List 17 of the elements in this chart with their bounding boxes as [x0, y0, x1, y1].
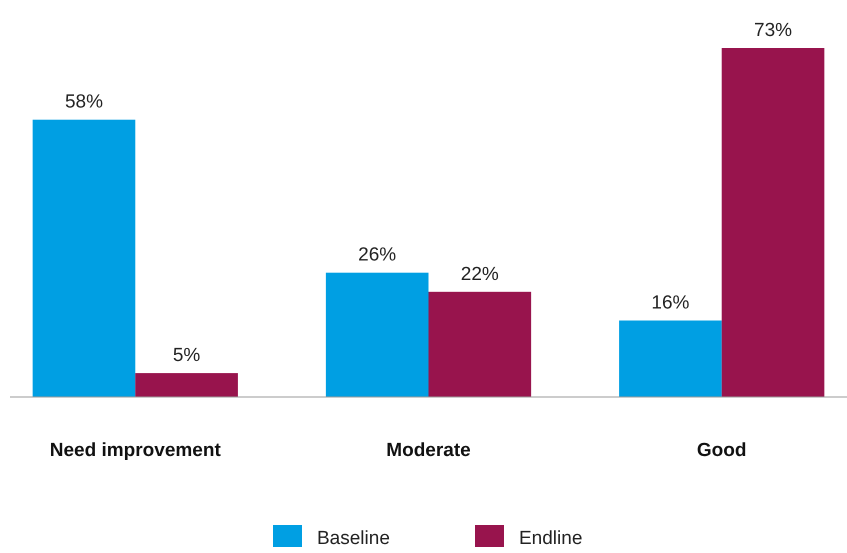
data-label: 73%: [754, 20, 792, 41]
legend-label: Baseline: [317, 528, 390, 549]
bar: [722, 48, 824, 397]
data-label: 22%: [460, 264, 499, 285]
bar: [619, 320, 722, 397]
x-tick-label: Need improvement: [50, 440, 222, 461]
data-label: 26%: [358, 244, 396, 266]
bar: [326, 272, 428, 397]
data-label: 58%: [64, 92, 104, 113]
legend-label: Endline: [519, 528, 582, 549]
bar: [428, 292, 532, 397]
x-tick-label: Good: [696, 440, 747, 461]
bar: [135, 373, 238, 397]
x-tick-label: Moderate: [386, 440, 471, 461]
data-label: 16%: [651, 292, 690, 314]
data-label: 5%: [172, 345, 200, 366]
bar: [32, 120, 136, 397]
